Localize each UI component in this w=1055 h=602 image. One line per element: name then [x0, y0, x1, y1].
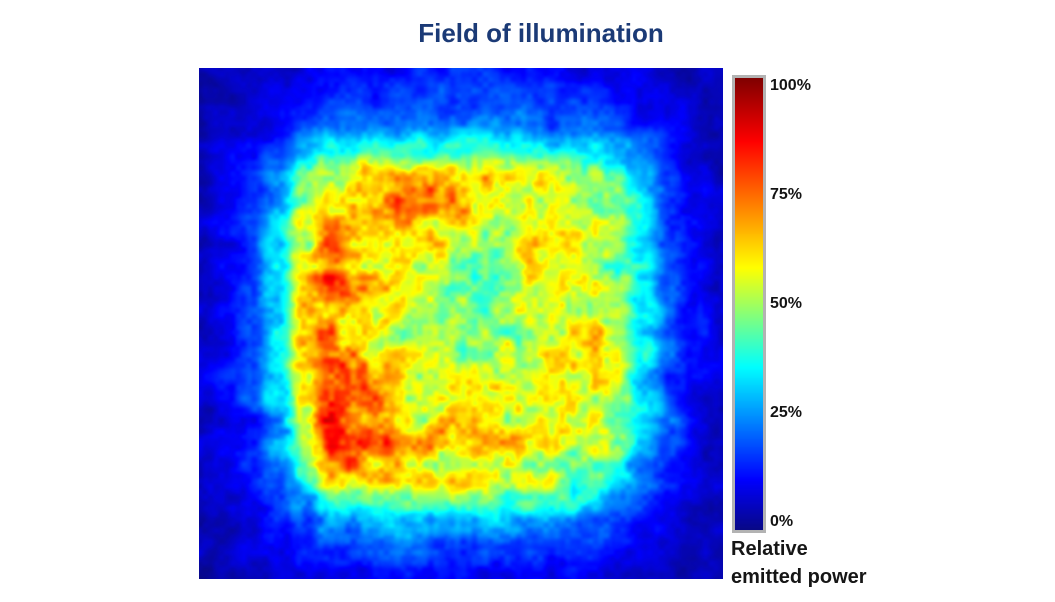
colorbar-tick-75: 75% — [770, 186, 803, 203]
colorbar-tick-25: 25% — [770, 404, 803, 421]
illumination-heatmap — [199, 68, 723, 579]
colorbar-caption: Relative emitted power — [731, 535, 867, 591]
colorbar-tick-100: 100% — [770, 77, 811, 94]
colorbar-caption-line2: emitted power — [731, 566, 867, 588]
page-title: Field of illumination — [418, 18, 664, 48]
colorbar-frame — [732, 75, 766, 533]
colorbar-tick-50: 50% — [770, 295, 803, 312]
colorbar-caption-line1: Relative — [731, 538, 808, 560]
colorbar-gradient — [735, 78, 763, 530]
colorbar-tick-0: 0% — [770, 513, 794, 530]
